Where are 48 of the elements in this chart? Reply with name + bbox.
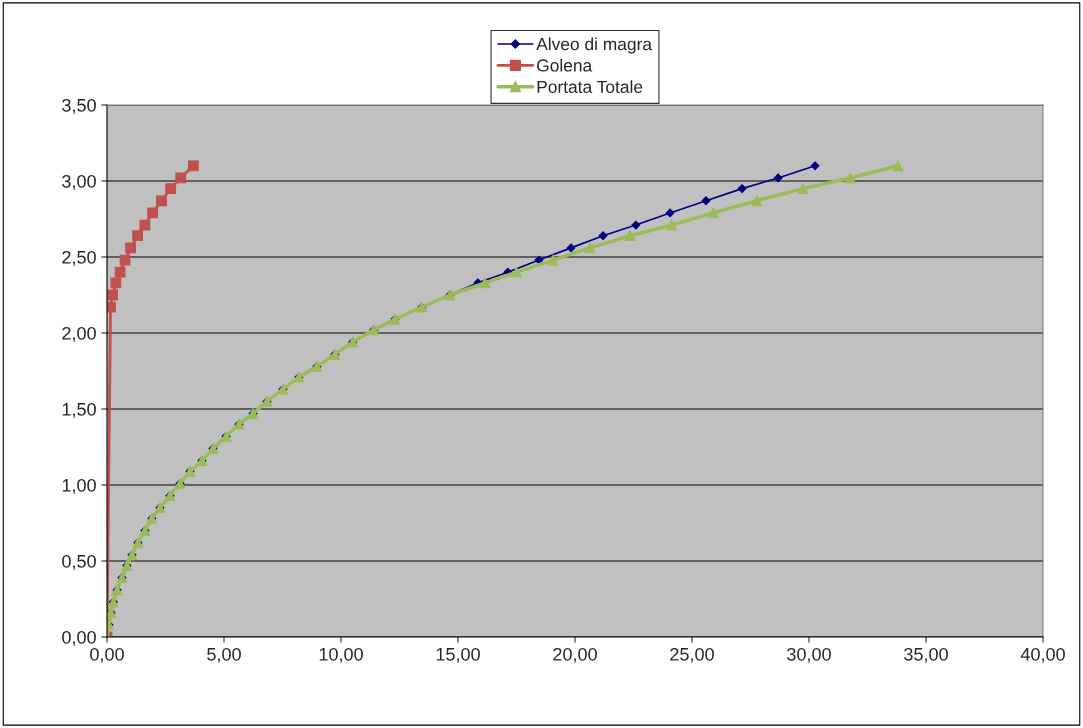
point (598, 231, 608, 241)
x-tick-label: 40,00 (1020, 647, 1065, 663)
point (110, 277, 122, 289)
y-tick-label: 2,50 (62, 250, 96, 266)
point (666, 219, 678, 231)
point (701, 196, 711, 206)
point (125, 242, 137, 254)
point (773, 173, 783, 183)
point (631, 220, 641, 230)
point (797, 183, 809, 194)
point (547, 254, 559, 266)
y-tick-label: 0,00 (62, 630, 96, 646)
legend-label: Alveo di magra (536, 37, 652, 54)
point (624, 230, 636, 242)
legend-label: Portata Totale (537, 80, 643, 93)
point (707, 207, 719, 219)
point (175, 172, 187, 184)
x-tick-label: 20,00 (553, 647, 597, 663)
point (511, 266, 522, 278)
point (751, 195, 763, 207)
point (114, 266, 126, 278)
point (892, 160, 904, 172)
y-tick-label: 1,50 (62, 402, 96, 418)
x-tick-label: 35,00 (904, 647, 948, 663)
y-tick-label: 3,00 (62, 174, 96, 190)
point (665, 208, 675, 218)
point (147, 207, 159, 219)
x-tick-label: 5,00 (207, 647, 241, 663)
y-tick-label: 1,00 (62, 478, 96, 494)
y-tick-label: 2,00 (62, 326, 96, 342)
point (165, 183, 177, 194)
y-tick-label: 0,50 (62, 554, 96, 570)
x-tick-label: 0,00 (90, 647, 124, 663)
point (844, 172, 856, 184)
point (132, 230, 144, 242)
x-tick-label: 10,00 (319, 647, 363, 663)
point (156, 195, 167, 207)
legend-label: Golena (537, 58, 593, 72)
point (479, 277, 491, 289)
point (810, 161, 820, 171)
point (566, 243, 576, 253)
x-tick-label: 30,00 (787, 647, 831, 663)
x-tick-label: 15,00 (436, 647, 480, 663)
point (737, 184, 747, 194)
x-tick-label: 25,00 (670, 647, 714, 663)
point (584, 242, 596, 254)
y-tick-label: 3,50 (62, 98, 96, 114)
point (187, 160, 199, 172)
